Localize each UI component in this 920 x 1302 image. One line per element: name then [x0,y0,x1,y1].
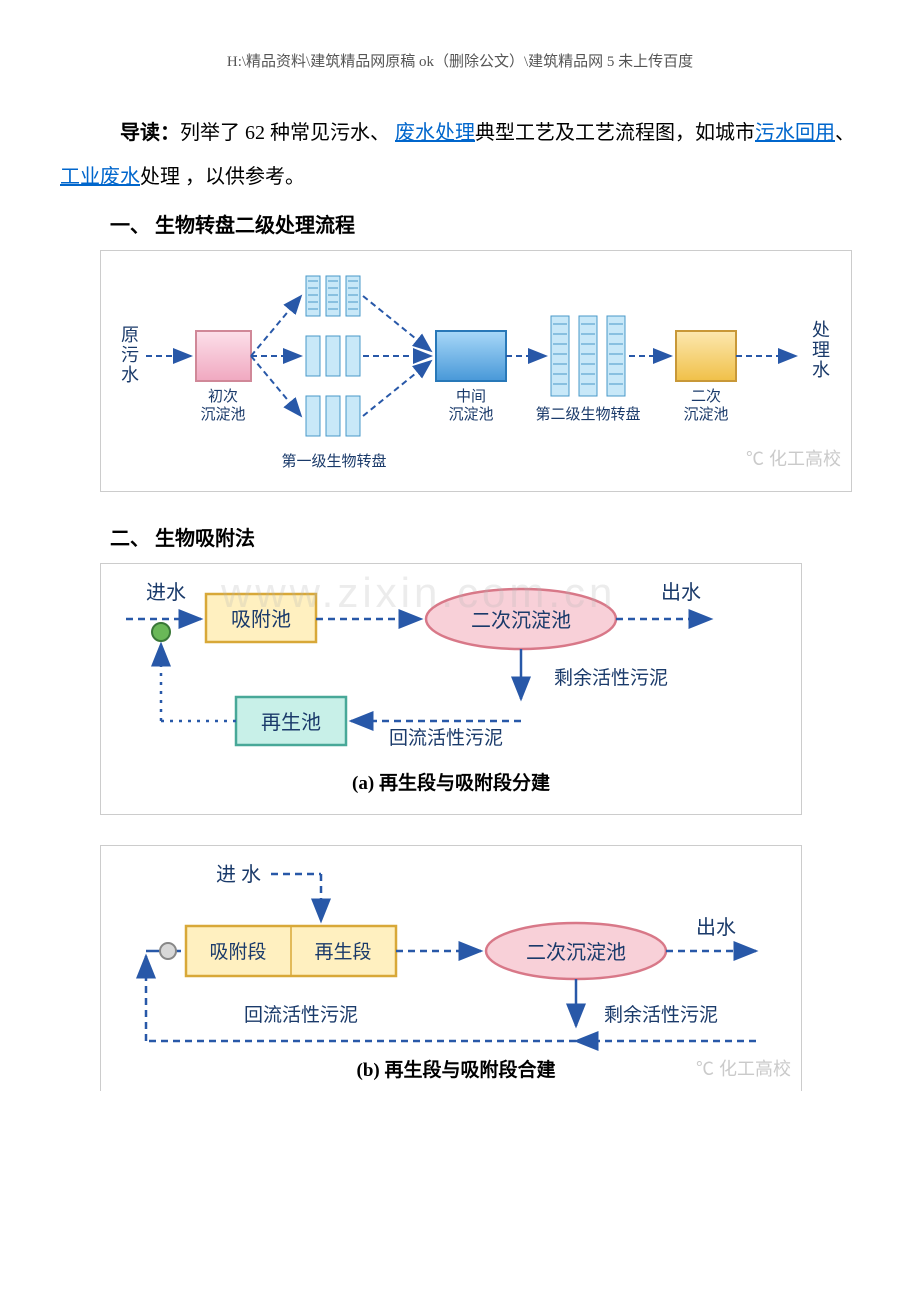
intro-lead: 导读： [120,122,180,144]
document-page: H:\精品资料\建筑精品网原稿 ok（删除公文）\建筑精品网 5 未上传百度 导… [0,0,920,1161]
d1-in-3: 水 [121,365,139,385]
d2a-out: 出水 [661,581,701,604]
d1-a1 [251,296,301,356]
d1-label-sec-1: 二次 [691,388,721,405]
d1-label-primary-1: 初次 [208,388,238,405]
d1-in-1: 原 [121,325,139,345]
d2a-green-dot [152,623,170,641]
header-path: H:\精品资料\建筑精品网原稿 ok（删除公文）\建筑精品网 5 未上传百度 [60,50,860,71]
d2b-in: 进 水 [216,863,261,886]
diagram-2a-svg: 进水 吸附池 二次沉淀池 出水 剩余活性污泥 回流活性污泥 再生池 [101,564,801,814]
d2a-n1-label: 吸附池 [231,608,291,631]
d1-label-mid-2: 沉淀池 [448,406,493,423]
d2a-n3-label: 再生池 [261,711,321,734]
intro-t3: 、 [835,122,855,144]
d1-label-stage1: 第一级生物转盘 [281,452,386,470]
d1-stage1 [306,276,360,436]
d1-label-sec-2: 沉淀池 [683,406,728,423]
d2b-n2-label: 二次沉淀池 [526,941,626,964]
d2b-out: 出水 [696,916,736,939]
d2b-l2: 剩余活性污泥 [604,1004,718,1026]
d1-in-2: 污 [121,345,139,365]
watermark-2b: ℃ 化工高校 [696,1055,791,1081]
intro-paragraph: 导读：列举了 62 种常见污水、 废水处理典型工艺及工艺流程图，如城市污水回用、… [60,111,860,199]
d2a-in: 进水 [146,581,186,604]
d2b-n1b: 再生段 [314,941,371,963]
d2a-l1: 剩余活性污泥 [554,667,668,689]
d1-a6 [363,361,431,416]
link-sewage-reuse[interactable]: 污水回用 [755,122,835,144]
link-industrial[interactable]: 工业废水 [60,166,140,188]
diagram-1: 原 污 水 初次 沉淀池 [100,250,852,492]
intro-t4: 处理 ，以供参考。 [140,166,305,188]
watermark-1: ℃ 化工高校 [746,445,841,471]
d1-node-sec [676,331,736,381]
diagram-2a: www.zixin.com.cn 进水 吸附池 二次沉淀池 出水 剩余活性污泥 [100,563,802,815]
d2b-n1a: 吸附段 [209,941,266,963]
intro-t2: 典型工艺及工艺流程图，如城市 [475,122,755,144]
d2b-l1: 回流活性污泥 [244,1004,358,1026]
diagram-2b: 进 水 吸附段 再生段 二次沉淀池 出水 剩余活性污泥 回流活性污泥 [100,845,802,1091]
link-wastewater[interactable]: 废水处理 [395,122,475,144]
d2b-circle [160,943,176,959]
d2a-n2-label: 二次沉淀池 [471,609,571,632]
d1-label-primary-2: 沉淀池 [200,406,245,423]
intro-t1: 列举了 62 种常见污水、 [180,122,390,144]
d1-out-3: 水 [812,360,830,380]
d2b-caption: (b) 再生段与吸附段合建 [357,1058,556,1081]
d2a-l2: 回流活性污泥 [389,727,503,749]
d1-a3 [251,356,301,416]
d2a-caption: (a) 再生段与吸附段分建 [352,771,550,794]
d1-label-stage2: 第二级生物转盘 [535,405,640,423]
d1-node-mid [436,331,506,381]
d1-node-primary [196,331,251,381]
d1-out-1: 处 [812,320,830,340]
d1-stage2 [551,316,625,396]
d1-a4 [363,296,431,351]
diagram-1-svg: 原 污 水 初次 沉淀池 [101,251,851,491]
d1-label-mid-1: 中间 [456,388,486,405]
d1-out-2: 理 [812,340,830,360]
section2-title: 二、 生物吸附法 [110,522,860,551]
section1-title: 一、 生物转盘二级处理流程 [110,209,860,238]
